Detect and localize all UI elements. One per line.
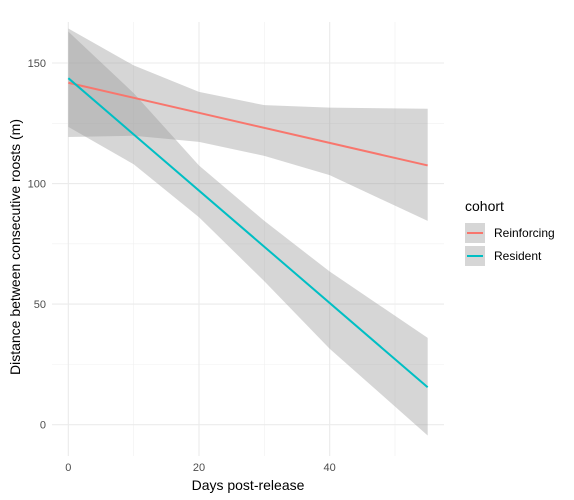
y-tick-label: 0 [40, 420, 46, 432]
x-tick-label: 40 [324, 462, 336, 474]
x-tick-label: 0 [65, 462, 71, 474]
trend-lines [67, 77, 429, 389]
legend-label-reinforcing: Reinforcing [494, 226, 555, 240]
legend-label-resident: Resident [494, 249, 542, 263]
trend-line-reinforcing [68, 81, 428, 167]
legend-title: cohort [465, 198, 504, 214]
y-tick-label: 100 [28, 179, 46, 191]
y-tick-label: 150 [28, 58, 46, 70]
y-tick-label: 50 [34, 299, 46, 311]
trend-line-resident [67, 77, 429, 389]
x-tick-labels: 0 20 40 [65, 462, 336, 474]
y-axis-title: Distance between consecutive roosts (m) [7, 119, 23, 375]
grid-major [52, 22, 444, 456]
x-axis-title: Days post-release [192, 477, 305, 493]
x-tick-label: 20 [193, 462, 205, 474]
legend: cohort Reinforcing Resident [465, 198, 555, 266]
y-tick-labels: 0 50 100 150 [28, 58, 46, 432]
